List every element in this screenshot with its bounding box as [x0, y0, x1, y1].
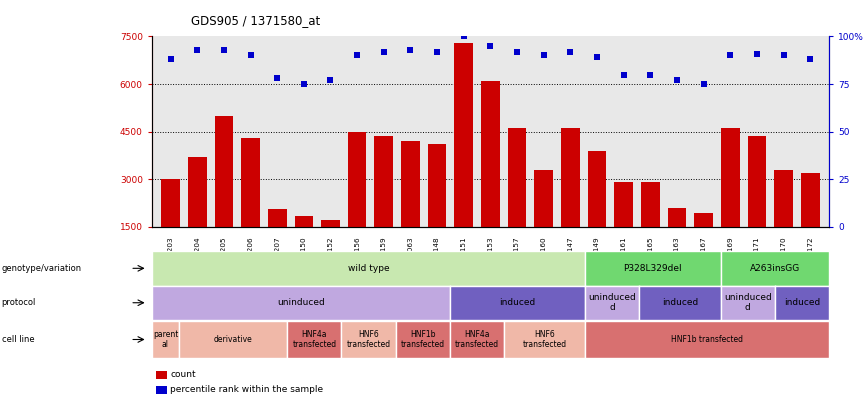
Point [777, 52, 791, 59]
Point [510, 49, 524, 55]
Text: HNF4a
transfected: HNF4a transfected [293, 330, 337, 349]
Text: parent
al: parent al [153, 330, 178, 349]
Point [804, 56, 818, 62]
Bar [374, 136, 393, 275]
Bar [321, 220, 339, 275]
Bar [401, 141, 420, 275]
Point [270, 75, 284, 81]
Point [163, 56, 177, 62]
Text: uninduced
d: uninduced d [724, 293, 772, 312]
Text: uninduced: uninduced [277, 298, 325, 307]
Text: HNF6
transfected: HNF6 transfected [523, 330, 567, 349]
Bar [694, 213, 713, 275]
Text: count: count [170, 370, 196, 379]
Text: P328L329del: P328L329del [623, 264, 682, 273]
Bar [455, 43, 473, 275]
Bar [187, 157, 207, 275]
Text: derivative: derivative [214, 335, 253, 344]
Text: A263insGG: A263insGG [750, 264, 800, 273]
Text: GDS905 / 1371580_at: GDS905 / 1371580_at [191, 14, 320, 27]
Point [190, 47, 204, 53]
Bar [161, 179, 180, 275]
Text: cell line: cell line [2, 335, 35, 344]
Point [324, 77, 338, 83]
Bar [615, 182, 633, 275]
Bar [801, 173, 819, 275]
Bar [156, 386, 167, 394]
Bar [641, 182, 660, 275]
Point [404, 47, 418, 53]
Point [697, 81, 711, 87]
Point [377, 49, 391, 55]
Text: percentile rank within the sample: percentile rank within the sample [170, 385, 323, 394]
Text: induced: induced [784, 298, 820, 307]
Point [483, 43, 497, 49]
Bar [268, 209, 286, 275]
Text: protocol: protocol [2, 298, 36, 307]
Text: induced: induced [499, 298, 536, 307]
Bar [588, 151, 607, 275]
Bar [561, 128, 580, 275]
Bar [667, 208, 687, 275]
Bar [214, 116, 233, 275]
Text: HNF6
transfected: HNF6 transfected [346, 330, 391, 349]
Point [457, 33, 470, 40]
Point [750, 50, 764, 57]
Text: HNF1b transfected: HNF1b transfected [671, 335, 743, 344]
Bar [774, 170, 793, 275]
Point [431, 49, 444, 55]
Point [643, 71, 657, 78]
Bar [481, 81, 500, 275]
Point [617, 71, 631, 78]
Point [590, 54, 604, 61]
Text: wild type: wild type [348, 264, 390, 273]
Point [563, 49, 577, 55]
Point [536, 52, 550, 59]
Text: uninduced
d: uninduced d [589, 293, 636, 312]
Bar [747, 136, 766, 275]
Bar [348, 132, 366, 275]
Bar [721, 128, 740, 275]
Bar [535, 170, 553, 275]
Bar [294, 216, 313, 275]
Point [670, 77, 684, 83]
Text: HNF1b
transfected: HNF1b transfected [401, 330, 444, 349]
Point [297, 81, 311, 87]
Bar [508, 128, 526, 275]
Text: HNF4a
transfected: HNF4a transfected [455, 330, 499, 349]
Point [723, 52, 737, 59]
Bar [241, 138, 260, 275]
Text: genotype/variation: genotype/variation [2, 264, 82, 273]
Point [244, 52, 258, 59]
Point [350, 52, 364, 59]
Bar [156, 371, 167, 379]
Bar [428, 144, 446, 275]
Point [217, 47, 231, 53]
Text: induced: induced [662, 298, 698, 307]
